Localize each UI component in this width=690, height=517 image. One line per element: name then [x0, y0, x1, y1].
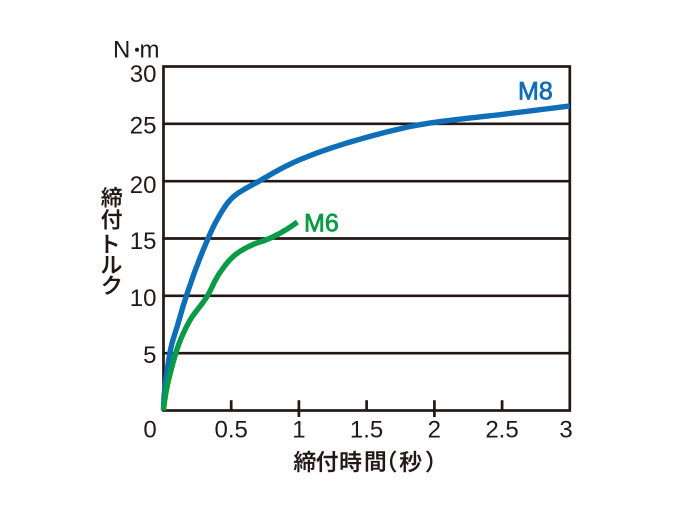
svg-text:3: 3 — [559, 417, 572, 444]
svg-text:1: 1 — [292, 417, 305, 444]
svg-text:2.5: 2.5 — [485, 417, 518, 444]
svg-text:20: 20 — [130, 172, 157, 199]
svg-text:M8: M8 — [518, 77, 553, 105]
svg-text:N: N — [113, 37, 130, 64]
svg-text:0.5: 0.5 — [215, 417, 248, 444]
svg-text:10: 10 — [130, 285, 157, 312]
svg-text:25: 25 — [130, 113, 157, 140]
svg-text:0: 0 — [143, 417, 156, 444]
svg-text:5: 5 — [143, 342, 156, 369]
svg-text:30: 30 — [130, 61, 157, 88]
svg-text:15: 15 — [130, 228, 157, 255]
svg-text:M6: M6 — [304, 209, 339, 237]
svg-text:m: m — [140, 37, 160, 64]
svg-text:1.5: 1.5 — [350, 417, 383, 444]
svg-text:2: 2 — [428, 417, 441, 444]
